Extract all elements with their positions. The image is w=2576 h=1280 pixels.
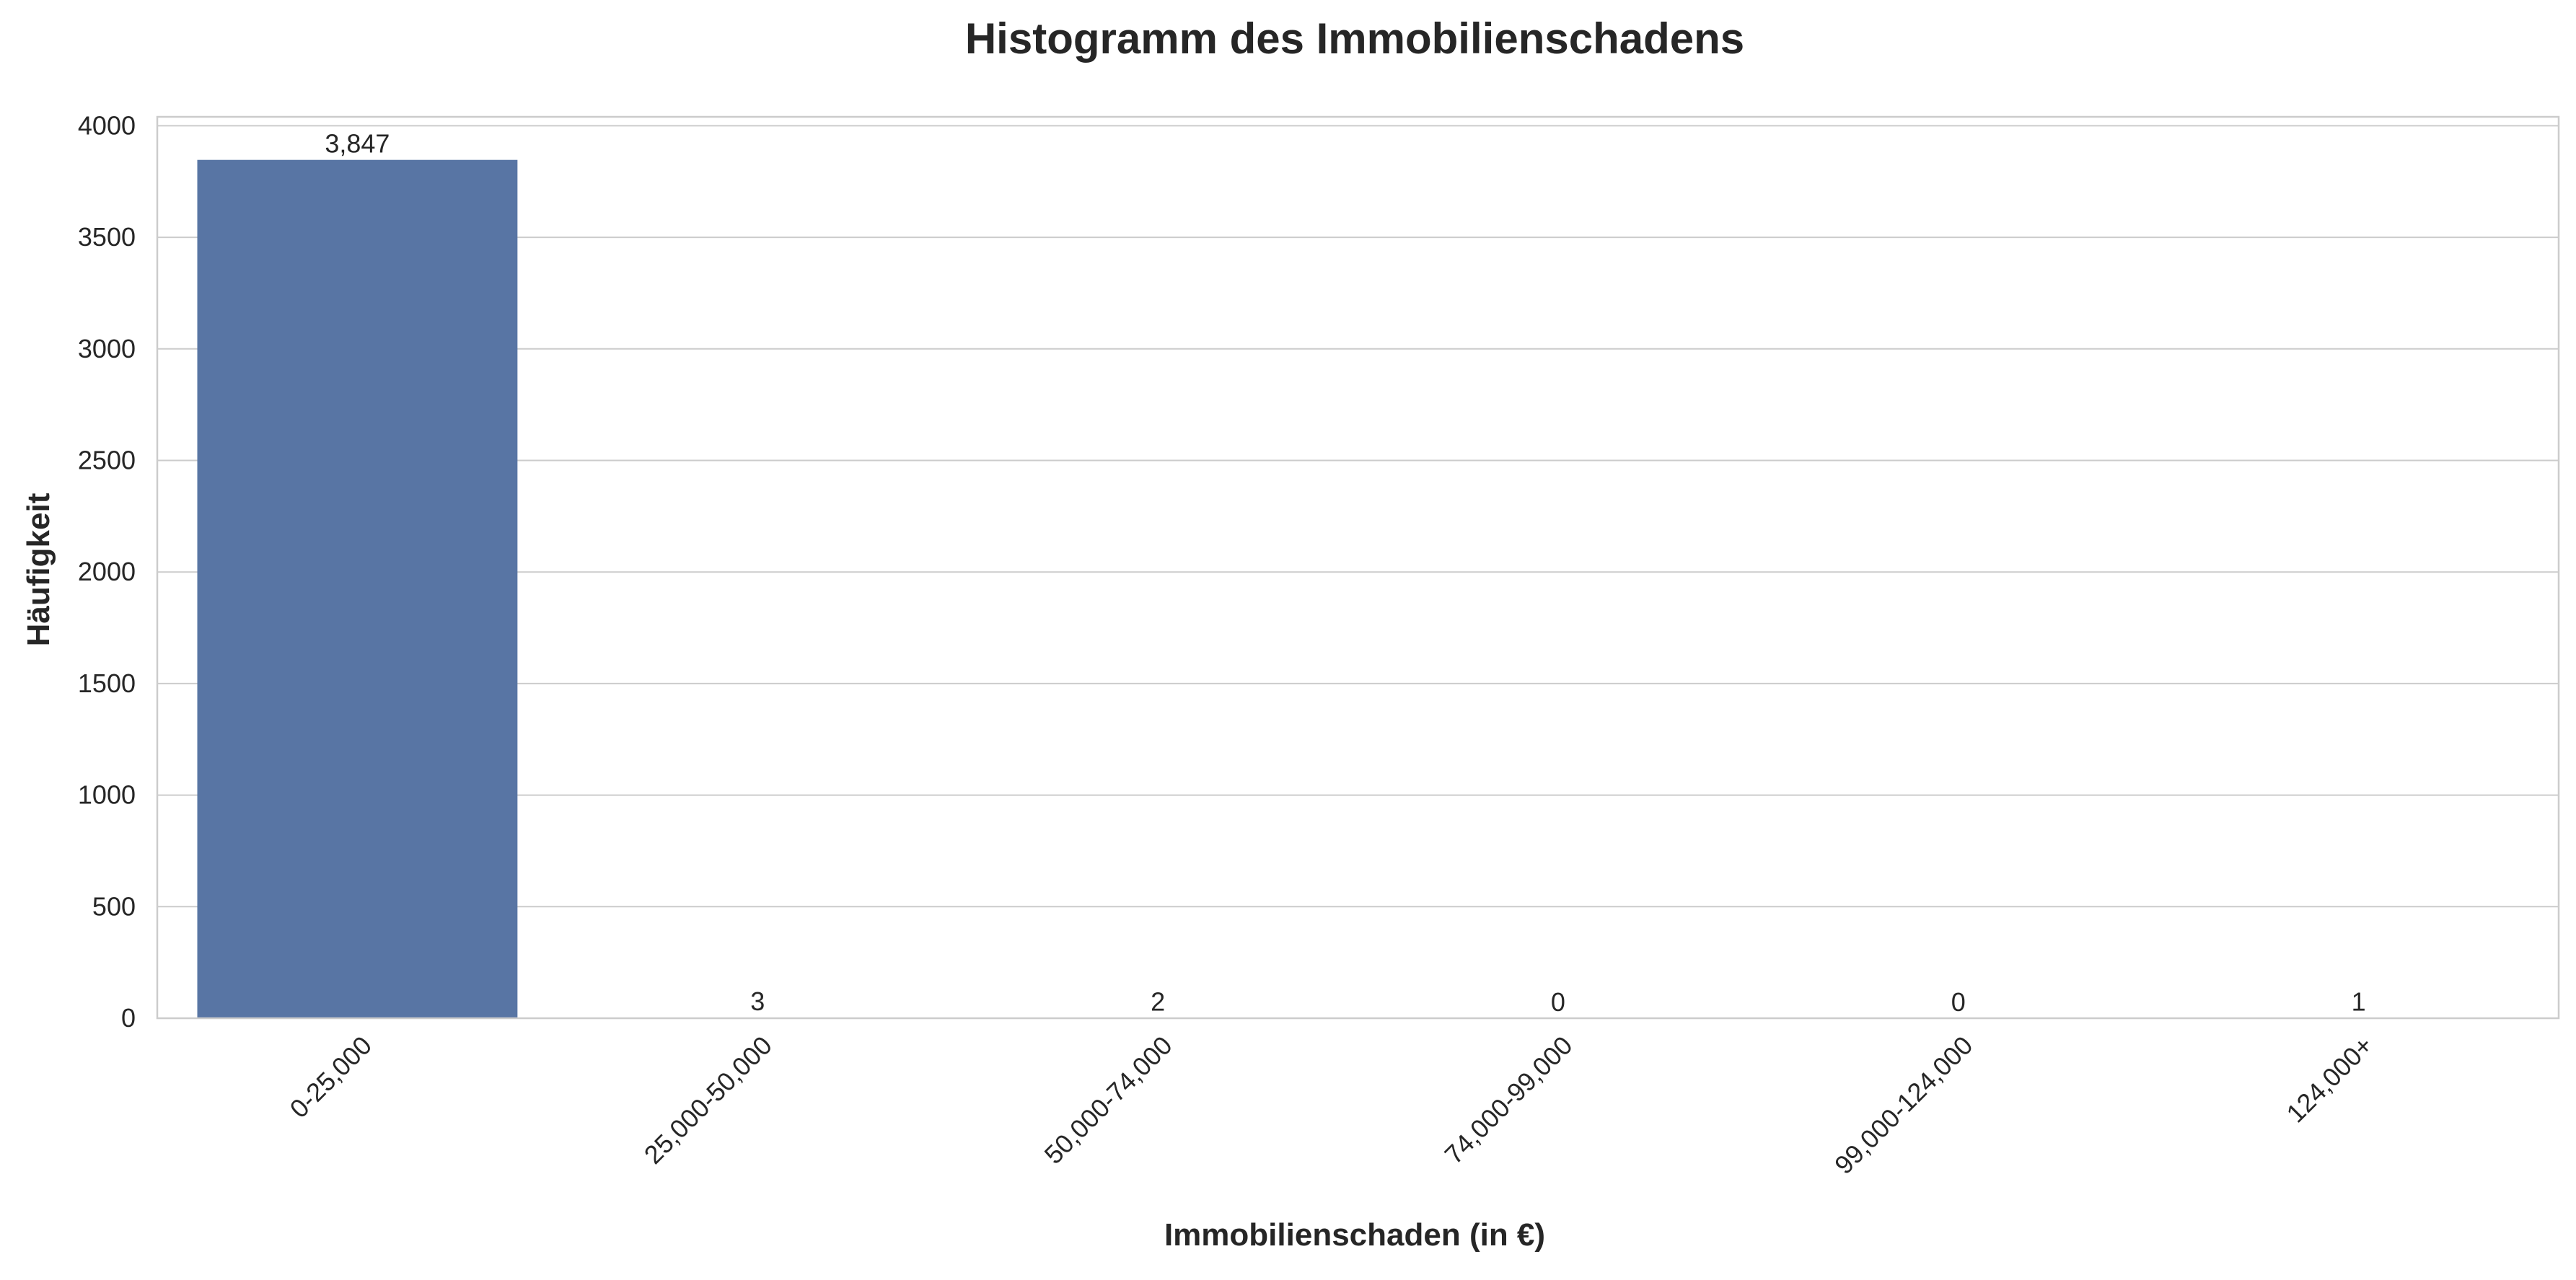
data-label: 2 (1151, 987, 1165, 1016)
y-tick-label: 3500 (78, 222, 136, 252)
y-axis-label: Häufigkeit (21, 493, 56, 646)
data-label: 1 (2352, 987, 2366, 1017)
bar (197, 160, 517, 1018)
x-tick-labels: 0-25,000 25,000-50,000 50,000-74,000 74,000… (284, 1030, 2379, 1180)
x-axis-label: Immobilienschaden (in €) (1164, 1217, 1545, 1253)
y-tick-label: 0 (121, 1003, 136, 1033)
bar-layer (197, 160, 2518, 1018)
x-tick-label: 99,000-124,000 (1829, 1030, 1978, 1180)
chart-title: Histogramm des Immobilienschadens (965, 14, 1744, 63)
data-label: 3,847 (325, 129, 390, 159)
y-tick-label: 1000 (78, 780, 136, 810)
data-label: 3 (750, 987, 765, 1016)
y-tick-label: 4000 (78, 110, 136, 140)
y-tick-label: 3000 (78, 334, 136, 363)
y-tick-label: 2500 (78, 445, 136, 475)
y-tick-label: 2000 (78, 557, 136, 586)
data-labels: 3,847 3 2 0 0 1 (325, 129, 2365, 1017)
data-label: 0 (1551, 987, 1565, 1017)
x-tick-label: 0-25,000 (284, 1030, 377, 1124)
x-tick-label: 124,000+ (2280, 1030, 2378, 1129)
y-tick-labels: 0 500 1000 1500 2000 2500 3000 3500 4000 (78, 110, 136, 1033)
x-tick-label: 50,000-74,000 (1039, 1030, 1178, 1170)
y-tick-label: 1500 (78, 668, 136, 698)
x-tick-label: 25,000-50,000 (638, 1030, 778, 1170)
y-tick-label: 500 (92, 891, 136, 921)
x-tick-label: 74,000-99,000 (1438, 1030, 1578, 1170)
data-label: 0 (1951, 987, 1966, 1017)
